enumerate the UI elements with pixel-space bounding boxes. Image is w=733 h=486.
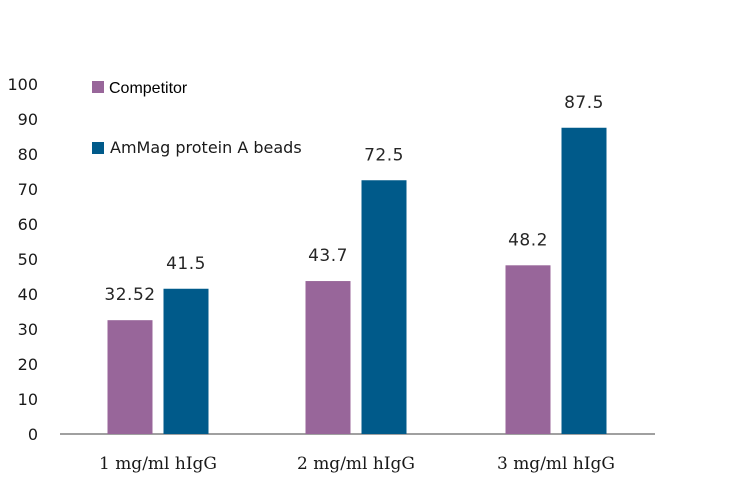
data-label-ammag-2: 72.5 <box>364 145 404 165</box>
bar-competitor-2 <box>305 281 351 434</box>
y-tick-label-100: 100 <box>7 75 38 94</box>
y-tick-label-10: 10 <box>18 390 38 409</box>
data-label-ammag-3: 87.5 <box>564 93 604 113</box>
y-axis-ticks: 0 10 20 30 40 50 60 70 80 90 100 <box>7 75 38 444</box>
data-label-competitor-2: 43.7 <box>308 246 348 266</box>
y-tick-label-30: 30 <box>18 320 38 339</box>
data-labels: 32.52 41.5 43.7 72.5 48.2 87.5 <box>104 93 604 305</box>
bar-competitor-1 <box>107 320 153 434</box>
category-label-1: 1 mg/ml hIgG <box>99 454 217 474</box>
category-label-3: 3 mg/ml hIgG <box>497 454 615 474</box>
bar-ammag-3 <box>561 127 607 434</box>
y-tick-label-40: 40 <box>18 285 38 304</box>
legend-swatch-ammag <box>92 142 104 154</box>
y-tick-label-0: 0 <box>28 425 38 444</box>
legend-label-competitor: Competitor <box>109 80 188 97</box>
y-tick-label-60: 60 <box>18 215 38 234</box>
data-label-competitor-3: 48.2 <box>508 230 548 250</box>
data-label-competitor-1: 32.52 <box>104 285 155 305</box>
y-tick-label-20: 20 <box>18 355 38 374</box>
y-tick-label-70: 70 <box>18 180 38 199</box>
y-tick-label-80: 80 <box>18 145 38 164</box>
legend-swatch-competitor <box>92 81 104 93</box>
legend: Competitor AmMag protein A beads <box>92 80 302 157</box>
bar-competitor-3 <box>505 265 551 434</box>
x-axis-categories: 1 mg/ml hIgG 2 mg/ml hIgG 3 mg/ml hIgG <box>99 454 615 474</box>
data-label-ammag-1: 41.5 <box>166 254 206 274</box>
bars <box>107 127 607 434</box>
bar-ammag-1 <box>163 288 209 434</box>
bar-ammag-2 <box>361 180 407 434</box>
y-tick-label-50: 50 <box>18 250 38 269</box>
category-label-2: 2 mg/ml hIgG <box>297 454 415 474</box>
y-tick-label-90: 90 <box>18 110 38 129</box>
legend-label-ammag: AmMag protein A beads <box>110 138 302 157</box>
